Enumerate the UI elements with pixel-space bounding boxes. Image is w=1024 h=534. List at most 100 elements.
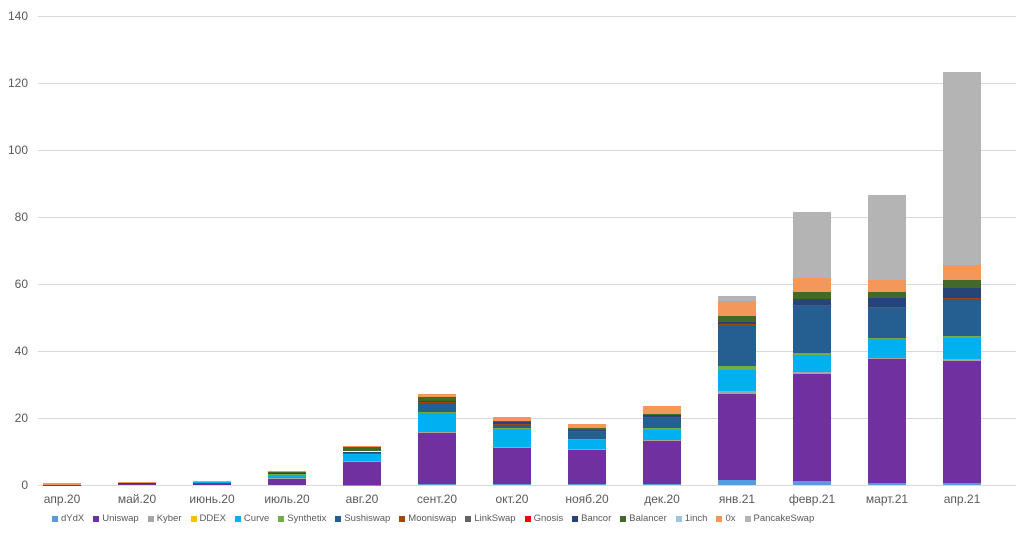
bar-segment-0x bbox=[793, 278, 831, 293]
bar-segment-0x bbox=[643, 405, 681, 414]
bar-segment-0x bbox=[268, 470, 306, 472]
bar-segment-curve bbox=[793, 355, 831, 372]
bar-segment-balancer bbox=[868, 291, 906, 299]
bar-segment-0x bbox=[943, 265, 981, 280]
legend-item-gnosis: Gnosis bbox=[524, 513, 564, 524]
bar-segment-curve bbox=[268, 473, 306, 479]
bar-segment-synthetix bbox=[718, 366, 756, 371]
bar-segment-uniswap bbox=[793, 374, 831, 481]
legend-item-balancer: Balancer bbox=[620, 513, 667, 524]
bar-авг.20 bbox=[343, 0, 381, 486]
bar-segment-mooniswap bbox=[868, 307, 906, 309]
legend-item-synthetix: Synthetix bbox=[278, 513, 326, 524]
legend-swatch bbox=[234, 515, 241, 522]
legend-swatch bbox=[675, 515, 682, 522]
y-tick-label: 60 bbox=[14, 277, 28, 291]
bar-segment-0x bbox=[193, 480, 231, 482]
bar-segment-bancor bbox=[793, 299, 831, 306]
bar-июль.20 bbox=[268, 0, 306, 485]
y-tick-label: 80 bbox=[14, 210, 28, 224]
bar-segment-sushiswap bbox=[493, 424, 531, 429]
legend-item-kyber: Kyber bbox=[147, 513, 182, 524]
x-tick-label: янв.21 bbox=[718, 492, 756, 506]
legend-swatch bbox=[93, 515, 100, 522]
bar-segment-pancakeswap bbox=[718, 295, 756, 302]
legend-item-mooniswap: Mooniswap bbox=[399, 513, 456, 524]
bar-апр.20 bbox=[43, 0, 81, 486]
bar-segment-uniswap bbox=[568, 450, 606, 485]
x-tick-label: окт.20 bbox=[495, 492, 529, 506]
bar-segment-mooniswap bbox=[493, 424, 531, 426]
bar-segment-dydx bbox=[868, 483, 906, 485]
bar-segment-kyber bbox=[718, 391, 756, 395]
y-tick-label: 140 bbox=[7, 9, 28, 23]
bar-segment-mooniswap bbox=[643, 416, 681, 418]
bar-июнь.20 bbox=[193, 0, 231, 485]
legend-label: Synthetix bbox=[287, 513, 327, 524]
bar-дек.20 bbox=[643, 0, 681, 485]
legend-item-bancor: Bancor bbox=[572, 513, 611, 524]
x-tick-label: февр.21 bbox=[788, 492, 836, 506]
y-tick-label: 100 bbox=[7, 143, 28, 157]
bar-окт.20 bbox=[493, 0, 531, 486]
bar-segment-uniswap bbox=[343, 461, 381, 485]
legend-swatch bbox=[278, 515, 285, 522]
bar-segment-kyber bbox=[418, 431, 456, 433]
bar-segment-mooniswap bbox=[718, 324, 756, 326]
bar-segment-uniswap bbox=[43, 484, 81, 486]
bar-segment-curve bbox=[718, 370, 756, 392]
legend-item-dydx: dYdX bbox=[52, 513, 84, 524]
y-tick-label: 0 bbox=[21, 478, 28, 492]
bar-segment-sushiswap bbox=[568, 431, 606, 440]
x-tick-label: апр.20 bbox=[43, 492, 81, 506]
gridline bbox=[38, 16, 1016, 17]
x-tick-label: июль.20 bbox=[264, 492, 310, 506]
bar-segment-bancor bbox=[718, 321, 756, 325]
bar-segment-bancor bbox=[343, 451, 381, 453]
bar-segment-0x bbox=[43, 483, 81, 485]
bar-segment-0x bbox=[868, 279, 906, 292]
bar-сент.20 bbox=[418, 0, 456, 486]
bar-segment-dydx bbox=[493, 484, 531, 486]
y-tick-label: 120 bbox=[7, 76, 28, 90]
legend-swatch bbox=[524, 515, 531, 522]
legend-label: LinkSwap bbox=[474, 513, 516, 524]
bar-segment-0x bbox=[118, 481, 156, 483]
bar-segment-kyber bbox=[568, 449, 606, 451]
legend-item-linkswap: LinkSwap bbox=[465, 513, 516, 524]
bar-segment-balancer bbox=[343, 447, 381, 452]
legend-label: Gnosis bbox=[533, 513, 564, 524]
bar-segment-pancakeswap bbox=[793, 211, 831, 279]
bar-segment-mooniswap bbox=[343, 452, 381, 454]
legend-label: PancakeSwap bbox=[753, 513, 815, 524]
bar-segment-sushiswap bbox=[718, 324, 756, 367]
bar-segment-balancer bbox=[268, 471, 306, 473]
bar-февр.21 bbox=[793, 0, 831, 485]
x-tick-label: авг.20 bbox=[345, 492, 379, 506]
bar-segment-dydx bbox=[718, 480, 756, 485]
legend-item-ddex: DDEX bbox=[190, 513, 226, 524]
legend-swatch bbox=[465, 515, 472, 522]
bar-segment-balancer bbox=[943, 279, 981, 288]
bar-янв.21 bbox=[718, 0, 756, 485]
legend: dYdX Uniswap Kyber DDEX Curve Synthetix Sushis… bbox=[52, 513, 823, 524]
bar-нояб.20 bbox=[568, 0, 606, 486]
bar-segment-dydx bbox=[943, 483, 981, 485]
bar-segment-curve bbox=[493, 429, 531, 447]
bar-segment-uniswap bbox=[268, 478, 306, 485]
gridline bbox=[38, 150, 1016, 151]
legend-label: 0x bbox=[725, 513, 736, 524]
bar-segment-kyber bbox=[493, 446, 531, 448]
bar-segment-kyber bbox=[793, 371, 831, 375]
x-tick-label: дек.20 bbox=[644, 492, 680, 506]
gridline bbox=[38, 284, 1016, 285]
bar-segment-curve bbox=[643, 430, 681, 441]
bar-segment-uniswap bbox=[943, 361, 981, 484]
gridline bbox=[38, 351, 1016, 352]
bar-segment-balancer bbox=[493, 421, 531, 423]
legend-item-pancakeswap: PancakeSwap bbox=[744, 513, 815, 524]
bar-segment-mooniswap bbox=[793, 305, 831, 307]
bar-segment-bancor bbox=[643, 415, 681, 417]
x-tick-label: июнь.20 bbox=[189, 492, 235, 506]
